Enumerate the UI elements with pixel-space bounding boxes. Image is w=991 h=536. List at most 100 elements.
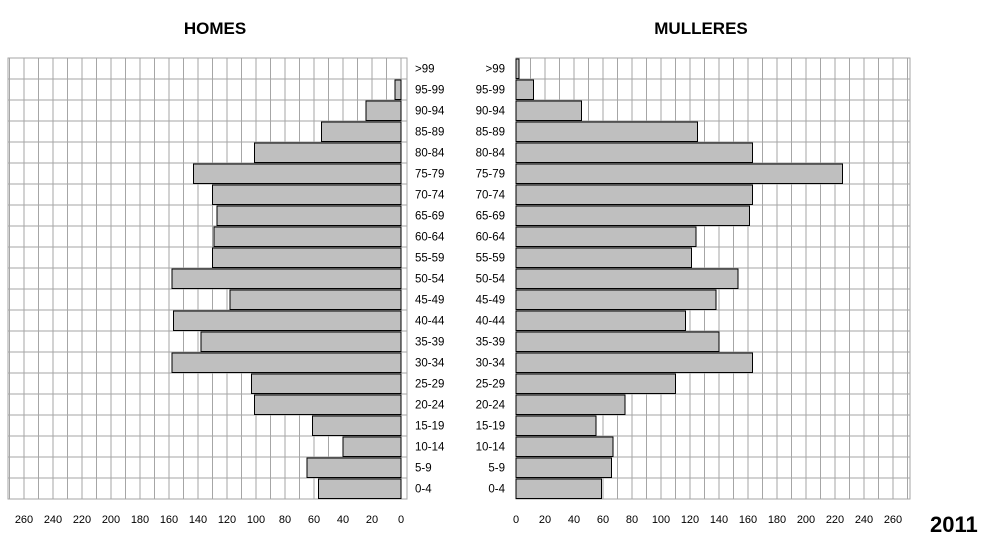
year-label: 2011 bbox=[930, 512, 978, 536]
x-tick-label-homes: 20 bbox=[366, 514, 378, 526]
age-label-mulleres: 55-59 bbox=[476, 253, 505, 265]
bar-mulleres bbox=[515, 331, 720, 352]
age-label-mulleres: 80-84 bbox=[476, 148, 506, 160]
age-label-homes: 75-79 bbox=[415, 169, 444, 181]
age-label-homes: 40-44 bbox=[415, 316, 445, 328]
x-tick-label-homes: 180 bbox=[131, 514, 149, 526]
age-label-homes: 50-54 bbox=[415, 274, 445, 286]
age-label-mulleres: 90-94 bbox=[476, 106, 506, 118]
age-label-homes: 25-29 bbox=[415, 379, 444, 391]
x-tick-label-homes: 40 bbox=[337, 514, 349, 526]
age-label-homes: 60-64 bbox=[415, 232, 445, 244]
age-label-mulleres: 25-29 bbox=[476, 379, 505, 391]
x-tick-label-mulleres: 200 bbox=[797, 514, 815, 526]
bar-homes bbox=[306, 457, 402, 478]
bar-homes bbox=[213, 226, 402, 247]
x-tick-label-mulleres: 0 bbox=[513, 514, 519, 526]
age-label-mulleres: 95-99 bbox=[476, 85, 505, 97]
age-label-mulleres: 10-14 bbox=[476, 442, 506, 454]
bar-mulleres bbox=[515, 58, 520, 79]
x-tick-label-mulleres: 100 bbox=[652, 514, 670, 526]
x-tick-label-homes: 260 bbox=[15, 514, 33, 526]
bar-homes bbox=[216, 205, 402, 226]
x-tick-label-mulleres: 240 bbox=[855, 514, 873, 526]
age-label-homes: 0-4 bbox=[415, 484, 432, 496]
x-tick-label-homes: 120 bbox=[218, 514, 236, 526]
homes-plot-area: 260 240 220 200 180 160 140 120 100 80 60 40 20 0 bbox=[7, 57, 408, 526]
mulleres-plot-area: 0 20 40 60 80 100 120 140 160 180 200 220 240 260 bbox=[513, 57, 911, 526]
bar-mulleres bbox=[515, 352, 753, 373]
bar-homes bbox=[254, 394, 402, 415]
age-label-mulleres: 0-4 bbox=[488, 484, 505, 496]
bar-mulleres bbox=[515, 205, 750, 226]
age-label-homes: 70-74 bbox=[415, 190, 445, 202]
chart-title-mulleres: MULLERES bbox=[654, 19, 748, 38]
bar-mulleres bbox=[515, 478, 603, 499]
bar-homes bbox=[394, 79, 402, 100]
x-tick-label-homes: 220 bbox=[73, 514, 91, 526]
bar-mulleres bbox=[515, 373, 676, 394]
bar-mulleres bbox=[515, 163, 843, 184]
age-label-mulleres: >99 bbox=[485, 64, 505, 76]
bar-mulleres bbox=[515, 457, 613, 478]
bar-mulleres bbox=[515, 415, 597, 436]
age-label-mulleres: 50-54 bbox=[476, 274, 506, 286]
age-label-homes: 95-99 bbox=[415, 85, 444, 97]
bar-mulleres bbox=[515, 142, 753, 163]
bar-homes bbox=[200, 331, 402, 352]
bar-homes bbox=[171, 352, 402, 373]
x-tick-label-homes: 240 bbox=[44, 514, 62, 526]
bar-homes bbox=[251, 373, 402, 394]
bar-homes bbox=[254, 142, 402, 163]
age-label-homes: 85-89 bbox=[415, 127, 444, 139]
x-tick-label-homes: 200 bbox=[102, 514, 120, 526]
age-label-homes: 15-19 bbox=[415, 421, 444, 433]
x-tick-label-mulleres: 60 bbox=[597, 514, 609, 526]
x-tick-label-homes: 140 bbox=[189, 514, 207, 526]
age-label-mulleres: 15-19 bbox=[476, 421, 505, 433]
bar-mulleres bbox=[515, 247, 692, 268]
x-tick-label-homes: 100 bbox=[247, 514, 265, 526]
age-label-mulleres: 45-49 bbox=[476, 295, 505, 307]
x-tick-label-mulleres: 160 bbox=[739, 514, 757, 526]
age-label-mulleres: 40-44 bbox=[476, 316, 506, 328]
bar-homes bbox=[212, 247, 402, 268]
bar-homes bbox=[171, 268, 402, 289]
age-label-mulleres: 65-69 bbox=[476, 211, 505, 223]
x-tick-label-homes: 0 bbox=[398, 514, 404, 526]
bar-homes bbox=[365, 100, 402, 121]
plot-frame-homes bbox=[7, 57, 408, 500]
age-label-homes: >99 bbox=[415, 64, 435, 76]
age-label-mulleres: 5-9 bbox=[488, 463, 505, 475]
bar-homes bbox=[172, 310, 402, 331]
x-tick-label-mulleres: 40 bbox=[568, 514, 580, 526]
x-tick-label-homes: 60 bbox=[308, 514, 320, 526]
age-label-mulleres: 35-39 bbox=[476, 337, 505, 349]
age-label-homes: 20-24 bbox=[415, 400, 445, 412]
bar-mulleres bbox=[515, 184, 753, 205]
age-label-homes: 5-9 bbox=[415, 463, 432, 475]
age-label-homes: 35-39 bbox=[415, 337, 444, 349]
x-tick-label-mulleres: 180 bbox=[768, 514, 786, 526]
bar-mulleres bbox=[515, 226, 697, 247]
x-tick-label-homes: 80 bbox=[279, 514, 291, 526]
age-label-homes: 45-49 bbox=[415, 295, 444, 307]
bar-homes bbox=[193, 163, 402, 184]
x-tick-label-mulleres: 220 bbox=[826, 514, 844, 526]
bar-mulleres bbox=[515, 100, 582, 121]
age-label-homes: 65-69 bbox=[415, 211, 444, 223]
x-tick-label-mulleres: 120 bbox=[681, 514, 699, 526]
bar-mulleres bbox=[515, 79, 534, 100]
bar-homes bbox=[229, 289, 402, 310]
bar-mulleres bbox=[515, 310, 687, 331]
age-label-mulleres: 85-89 bbox=[476, 127, 505, 139]
x-tick-label-mulleres: 260 bbox=[884, 514, 902, 526]
age-label-homes: 10-14 bbox=[415, 442, 445, 454]
age-label-homes: 55-59 bbox=[415, 253, 444, 265]
age-label-mulleres: 75-79 bbox=[476, 169, 505, 181]
bar-mulleres bbox=[515, 121, 698, 142]
age-label-mulleres: 30-34 bbox=[476, 358, 506, 370]
x-tick-label-mulleres: 80 bbox=[626, 514, 638, 526]
x-tick-label-mulleres: 20 bbox=[539, 514, 551, 526]
